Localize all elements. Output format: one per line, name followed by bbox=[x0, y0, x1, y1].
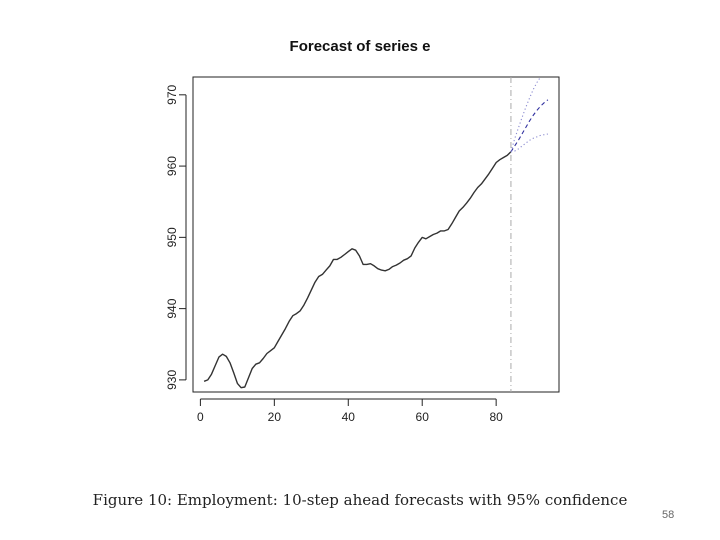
x-tick-label: 0 bbox=[197, 410, 204, 424]
x-tick-label: 20 bbox=[268, 410, 282, 424]
series-observed-line bbox=[203, 151, 512, 389]
chart-title: Forecast of series e bbox=[289, 38, 431, 55]
series-upper-bound-line bbox=[510, 77, 542, 152]
y-tick-label: 930 bbox=[165, 370, 179, 390]
figure-caption: Figure 10: Employment: 10-step ahead for… bbox=[92, 491, 628, 509]
series-forecast-line bbox=[510, 99, 549, 153]
x-axis: 0 20 40 60 80 bbox=[197, 398, 503, 424]
y-tick-label: 940 bbox=[165, 298, 179, 318]
x-tick-label: 60 bbox=[416, 410, 430, 424]
x-tick-label: 40 bbox=[342, 410, 356, 424]
y-axis: 930 940 950 960 970 bbox=[165, 84, 187, 390]
x-tick-label: 80 bbox=[489, 410, 503, 424]
page-number: 58 bbox=[662, 509, 675, 521]
y-tick-label: 950 bbox=[165, 227, 179, 247]
y-tick-label: 970 bbox=[165, 84, 179, 104]
y-tick-label: 960 bbox=[165, 156, 179, 176]
plot-frame bbox=[192, 76, 560, 393]
